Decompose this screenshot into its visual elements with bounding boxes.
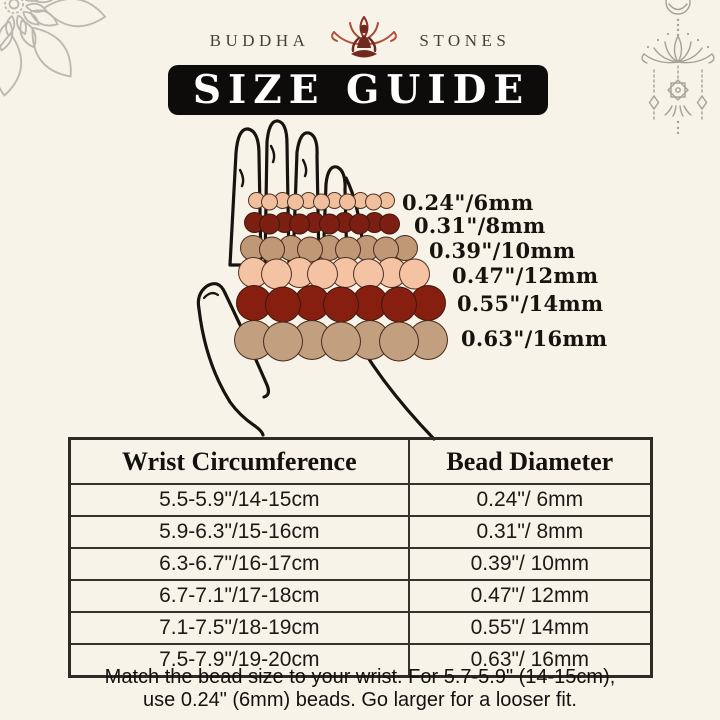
table-cell: 0.39"/ 10mm bbox=[407, 547, 653, 581]
bead-row bbox=[244, 212, 400, 235]
fit-note-line2: use 0.24" (6mm) beads. Go larger for a l… bbox=[143, 689, 577, 711]
size-guide-banner: SIZE GUIDE bbox=[168, 65, 548, 115]
bead-size-label: 0.55"/14mm bbox=[457, 291, 604, 316]
bead-size-label: 0.39"/10mm bbox=[429, 238, 576, 263]
bead-row bbox=[234, 320, 448, 362]
brand-word-left: BUDDHA bbox=[209, 31, 310, 50]
table-row: 5.5-5.9"/14-15cm 0.24"/ 6mm bbox=[68, 483, 653, 517]
size-table-body: 5.5-5.9"/14-15cm 0.24"/ 6mm 5.9-6.3"/15-16… bbox=[68, 483, 653, 678]
table-row: 7.1-7.5"/18-19cm 0.55"/ 14mm bbox=[68, 611, 653, 645]
bead bbox=[379, 321, 419, 362]
bead-row bbox=[236, 285, 446, 323]
bead-row bbox=[238, 257, 430, 290]
table-cell: 0.24"/ 6mm bbox=[407, 483, 653, 517]
table-cell: 6.7-7.1"/17-18cm bbox=[68, 579, 410, 613]
column-header: Bead Diameter bbox=[407, 437, 653, 485]
bead bbox=[399, 258, 430, 290]
column-header: Wrist Circumference bbox=[68, 437, 410, 485]
table-cell: 0.63"/ 16mm bbox=[407, 643, 653, 678]
table-row: 7.5-7.9"/19-20cm 0.63"/ 16mm bbox=[68, 643, 653, 678]
bead bbox=[353, 258, 384, 290]
bead bbox=[287, 193, 304, 211]
bead bbox=[323, 286, 359, 323]
bead bbox=[313, 193, 330, 211]
lotus-meditation-icon bbox=[331, 16, 398, 58]
table-cell: 0.47"/ 12mm bbox=[407, 579, 653, 613]
mandala-flower-icon bbox=[0, 0, 107, 97]
size-table: Wrist Circumference Bead Diameter 5.5-5.9… bbox=[68, 437, 653, 678]
bead bbox=[261, 193, 278, 211]
bead bbox=[259, 213, 280, 235]
size-table-header-row: Wrist Circumference Bead Diameter bbox=[68, 437, 653, 485]
bead bbox=[339, 193, 356, 211]
bead bbox=[319, 213, 340, 235]
bead bbox=[321, 321, 361, 362]
bead-size-label: 0.24"/6mm bbox=[402, 190, 534, 215]
hanging-lotus-charm-icon bbox=[641, 0, 715, 135]
bead-size-label: 0.47"/12mm bbox=[452, 263, 599, 288]
bead bbox=[365, 193, 382, 211]
table-cell: 0.55"/ 14mm bbox=[407, 611, 653, 645]
table-row: 6.3-6.7"/16-17cm 0.39"/ 10mm bbox=[68, 547, 653, 581]
fit-note: Match the bead size to your wrist. For 5… bbox=[0, 666, 720, 712]
bead bbox=[379, 213, 400, 235]
banner-title: SIZE GUIDE bbox=[192, 67, 531, 113]
table-cell: 5.5-5.9"/14-15cm bbox=[68, 483, 410, 517]
bead-size-label: 0.63"/16mm bbox=[461, 326, 608, 351]
brand-word-right: STONES bbox=[419, 31, 511, 50]
bead bbox=[265, 286, 301, 323]
bead bbox=[381, 286, 417, 323]
bead-row bbox=[248, 192, 395, 211]
bead bbox=[289, 213, 310, 235]
bead-row bbox=[240, 235, 418, 263]
table-row: 5.9-6.3"/15-16cm 0.31"/ 8mm bbox=[68, 515, 653, 549]
table-cell: 6.3-6.7"/16-17cm bbox=[68, 547, 410, 581]
table-row: 6.7-7.1"/17-18cm 0.47"/ 12mm bbox=[68, 579, 653, 613]
bead-size-label: 0.31"/8mm bbox=[414, 213, 546, 238]
table-cell: 7.1-7.5"/18-19cm bbox=[68, 611, 410, 645]
table-cell: 5.9-6.3"/15-16cm bbox=[68, 515, 410, 549]
bead bbox=[263, 321, 303, 362]
fit-note-line1: Match the bead size to your wrist. For 5… bbox=[104, 666, 616, 688]
table-cell: 7.5-7.9"/19-20cm bbox=[68, 643, 410, 678]
brand-logo: BUDDHA STONES bbox=[0, 12, 720, 70]
table-cell: 0.31"/ 8mm bbox=[407, 515, 653, 549]
bead bbox=[349, 213, 370, 235]
